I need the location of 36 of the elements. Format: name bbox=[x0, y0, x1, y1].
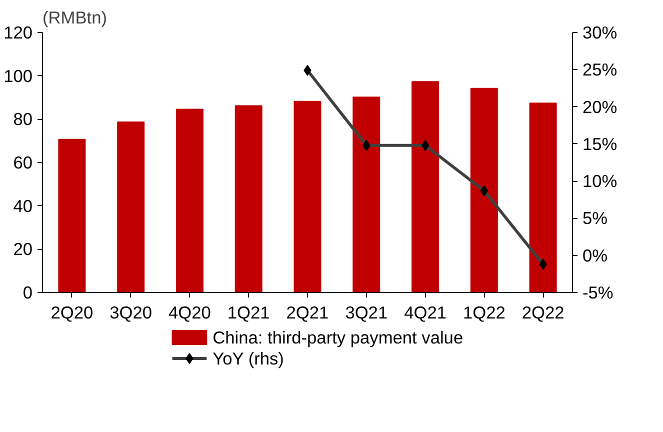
y-tick-label: 120 bbox=[4, 22, 33, 42]
y-tick-label: 40 bbox=[13, 196, 33, 216]
x-tick-label: 4Q21 bbox=[404, 302, 446, 322]
bar bbox=[412, 81, 440, 292]
y2-tick-label: 25% bbox=[582, 60, 618, 80]
x-tick-label: 2Q21 bbox=[286, 302, 329, 322]
bar bbox=[294, 100, 322, 292]
bar bbox=[117, 121, 145, 292]
y2-tick-label: 30% bbox=[582, 22, 618, 42]
y2-tick-label: 20% bbox=[582, 96, 618, 117]
y-tick-label: 0 bbox=[22, 282, 33, 302]
y2-tick-label: 15% bbox=[582, 134, 618, 154]
y2-tick-label: 10% bbox=[582, 171, 618, 192]
y-tick-label: 60 bbox=[13, 152, 33, 172]
y-tick-label: 80 bbox=[13, 109, 33, 130]
bar bbox=[352, 96, 380, 292]
y2-tick-label: 5% bbox=[582, 208, 608, 228]
bar bbox=[529, 102, 557, 292]
bar bbox=[58, 138, 86, 292]
x-tick-label: 3Q20 bbox=[110, 302, 152, 322]
bar bbox=[470, 88, 498, 292]
y2-tick-label: 0% bbox=[582, 245, 608, 266]
x-tick-label: 2Q20 bbox=[50, 302, 94, 322]
x-tick-label: 1Q22 bbox=[462, 302, 506, 322]
bar bbox=[176, 108, 204, 292]
x-tick-label: 2Q22 bbox=[522, 302, 564, 322]
x-tick-label: 3Q21 bbox=[345, 302, 388, 322]
x-tick-label: 1Q21 bbox=[227, 302, 270, 322]
y-tick-label: 100 bbox=[4, 66, 33, 86]
x-tick-label: 4Q20 bbox=[168, 302, 211, 322]
legend-label: China: third-party payment value bbox=[212, 328, 464, 348]
y-tick-label: 20 bbox=[13, 239, 33, 260]
y2-tick-label: -5% bbox=[582, 282, 614, 302]
legend-label: YoY (rhs) bbox=[212, 348, 284, 368]
bar bbox=[234, 105, 262, 292]
y-axis-title: (RMBtn) bbox=[42, 8, 107, 28]
